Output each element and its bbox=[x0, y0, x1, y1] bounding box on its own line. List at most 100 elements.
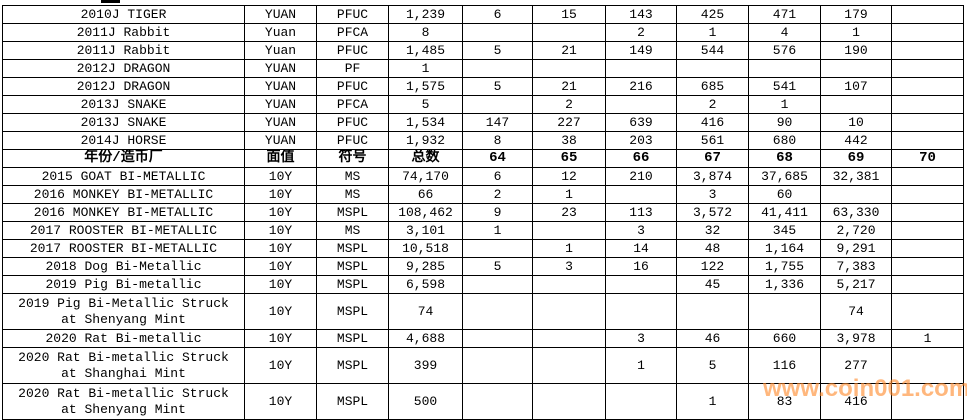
value-cell: MSPL bbox=[316, 329, 389, 348]
table-row: 2012J DRAGON YUAN PF 1 bbox=[2, 59, 964, 78]
value-cell bbox=[891, 41, 964, 60]
value-cell bbox=[605, 293, 677, 330]
value-cell: 16 bbox=[605, 257, 677, 276]
value-cell bbox=[462, 59, 533, 78]
value-cell: 10Y bbox=[244, 203, 317, 222]
value-cell: 416 bbox=[676, 113, 749, 132]
value-cell bbox=[462, 95, 533, 114]
value-cell: PFUC bbox=[316, 77, 389, 96]
header-cell: 64 bbox=[462, 149, 533, 168]
value-cell: 14 bbox=[605, 239, 677, 258]
value-cell bbox=[748, 59, 821, 78]
value-cell: MSPL bbox=[316, 347, 389, 384]
value-cell: YUAN bbox=[244, 59, 317, 78]
value-cell: 2 bbox=[462, 185, 533, 204]
value-cell: 10Y bbox=[244, 347, 317, 384]
value-cell: 113 bbox=[605, 203, 677, 222]
value-cell bbox=[891, 275, 964, 294]
value-cell bbox=[820, 59, 892, 78]
value-cell bbox=[462, 23, 533, 42]
value-cell: 210 bbox=[605, 167, 677, 186]
value-cell: 561 bbox=[676, 131, 749, 150]
value-cell: 10Y bbox=[244, 185, 317, 204]
header-cell: 70 bbox=[891, 149, 964, 168]
row-label-cell: 2018 Dog Bi-Metallic bbox=[2, 257, 245, 276]
value-cell: MSPL bbox=[316, 239, 389, 258]
value-cell: 10Y bbox=[244, 383, 317, 420]
value-cell bbox=[891, 293, 964, 330]
value-cell: 7,383 bbox=[820, 257, 892, 276]
value-cell bbox=[891, 221, 964, 240]
value-cell: 5 bbox=[388, 95, 463, 114]
value-cell: 3,572 bbox=[676, 203, 749, 222]
value-cell: 83 bbox=[748, 383, 821, 420]
value-cell: 1,239 bbox=[388, 5, 463, 24]
value-cell: 9,285 bbox=[388, 257, 463, 276]
value-cell: 1,485 bbox=[388, 41, 463, 60]
value-cell: 345 bbox=[748, 221, 821, 240]
header-cell: 68 bbox=[748, 149, 821, 168]
value-cell bbox=[891, 347, 964, 384]
table-row: 2015 GOAT BI-METALLIC 10Y MS 74,170 6 12 210 3,… bbox=[2, 167, 964, 186]
value-cell: 63,330 bbox=[820, 203, 892, 222]
row-label-cell: 2019 Pig Bi-Metallic Struck at Shenyang … bbox=[2, 293, 245, 330]
value-cell: PFUC bbox=[316, 41, 389, 60]
value-cell: 147 bbox=[462, 113, 533, 132]
value-cell: MSPL bbox=[316, 275, 389, 294]
table-row: 2011J Rabbit Yuan PFUC 1,485 5 21 149 544 576 190 bbox=[2, 41, 964, 60]
value-cell: 45 bbox=[676, 275, 749, 294]
row-label-cell: 2020 Rat Bi-metallic Struck at Shanghai … bbox=[2, 347, 245, 384]
value-cell bbox=[891, 5, 964, 24]
value-cell: 9,291 bbox=[820, 239, 892, 258]
table-row: 2013J SNAKE YUAN PFUC 1,534 147 227 639 416 90 10 bbox=[2, 113, 964, 132]
header-cell: 65 bbox=[532, 149, 606, 168]
value-cell: Yuan bbox=[244, 41, 317, 60]
value-cell: 10Y bbox=[244, 221, 317, 240]
value-cell: Yuan bbox=[244, 23, 317, 42]
value-cell: PFUC bbox=[316, 131, 389, 150]
value-cell: 576 bbox=[748, 41, 821, 60]
table-row: 2020 Rat Bi-metallic Struck at Shanghai … bbox=[2, 347, 964, 384]
row-label-cell: 2016 MONKEY BI-METALLIC bbox=[2, 203, 245, 222]
value-cell: 74,170 bbox=[388, 167, 463, 186]
value-cell: YUAN bbox=[244, 131, 317, 150]
value-cell bbox=[462, 293, 533, 330]
header-cell: 66 bbox=[605, 149, 677, 168]
value-cell: 10Y bbox=[244, 239, 317, 258]
value-cell: 442 bbox=[820, 131, 892, 150]
value-cell: 500 bbox=[388, 383, 463, 420]
value-cell: 3 bbox=[605, 221, 677, 240]
value-cell: 10 bbox=[820, 113, 892, 132]
value-cell: 1 bbox=[891, 329, 964, 348]
value-cell: 1,164 bbox=[748, 239, 821, 258]
value-cell: 60 bbox=[748, 185, 821, 204]
value-cell: 48 bbox=[676, 239, 749, 258]
value-cell bbox=[532, 275, 606, 294]
value-cell bbox=[532, 23, 606, 42]
value-cell: 6 bbox=[462, 5, 533, 24]
header-cell: 69 bbox=[820, 149, 892, 168]
value-cell bbox=[605, 95, 677, 114]
value-cell: 1,755 bbox=[748, 257, 821, 276]
value-cell: 6 bbox=[462, 167, 533, 186]
value-cell bbox=[891, 77, 964, 96]
value-cell: MS bbox=[316, 167, 389, 186]
value-cell bbox=[891, 185, 964, 204]
value-cell bbox=[605, 185, 677, 204]
value-cell: YUAN bbox=[244, 77, 317, 96]
table-row: 2011J Rabbit Yuan PFCA 8 2 1 4 1 bbox=[2, 23, 964, 42]
value-cell: YUAN bbox=[244, 95, 317, 114]
value-cell: YUAN bbox=[244, 113, 317, 132]
value-cell: 4,688 bbox=[388, 329, 463, 348]
value-cell: 680 bbox=[748, 131, 821, 150]
value-cell bbox=[462, 239, 533, 258]
row-label-cell: 2016 MONKEY BI-METALLIC bbox=[2, 185, 245, 204]
row-label-cell: 2017 ROOSTER BI-METALLIC bbox=[2, 239, 245, 258]
value-cell: MSPL bbox=[316, 203, 389, 222]
value-cell bbox=[891, 239, 964, 258]
value-cell: 10Y bbox=[244, 329, 317, 348]
value-cell: 10Y bbox=[244, 293, 317, 330]
value-cell bbox=[532, 293, 606, 330]
table-row: 2013J SNAKE YUAN PFCA 5 2 2 1 bbox=[2, 95, 964, 114]
value-cell bbox=[676, 293, 749, 330]
